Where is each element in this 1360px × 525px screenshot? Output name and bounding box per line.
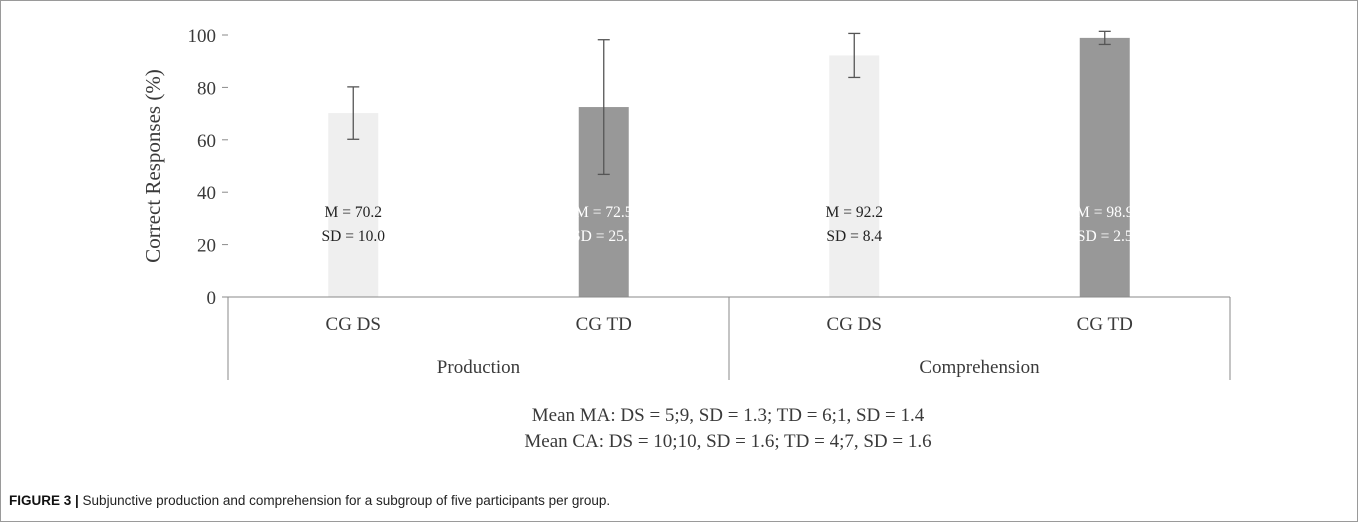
bar-data-label: SD = 10.0 (322, 228, 386, 245)
x-group-label: Comprehension (919, 357, 1040, 378)
chart-note: Mean CA: DS = 10;10, SD = 1.6; TD = 4;7,… (524, 431, 931, 452)
x-category-label: CG DS (326, 314, 381, 335)
chart-note: Mean MA: DS = 5;9, SD = 1.3; TD = 6;1, S… (532, 405, 925, 426)
caption-lead: FIGURE 3 | (9, 493, 79, 508)
bar-labels: M = 70.2 SD = 10.0 M = 72.5 SD = 25.7 M = 92… (322, 204, 1134, 245)
y-tick-label: 0 (207, 288, 217, 309)
bar-chart: Correct Responses (%) 0 20 40 60 80 100 M = 7… (141, 26, 1231, 452)
chart-notes: Mean MA: DS = 5;9, SD = 1.3; TD = 6;1, S… (524, 405, 931, 452)
bars (328, 37, 1130, 298)
bar-data-label: M = 92.2 (826, 204, 883, 221)
bar-data-label: M = 70.2 (325, 204, 382, 221)
caption-text: Subjunctive production and comprehension… (78, 493, 611, 508)
x-category-label: CG DS (827, 314, 882, 335)
y-axis-ticks: 0 20 40 60 80 100 (188, 26, 228, 309)
bar-data-label: SD = 8.4 (826, 228, 882, 245)
x-axis: CG DS CG TD Production CG DS CG TD Comprehens… (227, 296, 1231, 380)
x-group-label: Production (437, 357, 521, 378)
y-tick-label: 20 (197, 236, 216, 257)
y-axis-label: Correct Responses (%) (141, 69, 165, 263)
x-category-label: CG TD (1077, 314, 1133, 335)
bar (1079, 37, 1130, 298)
bar (829, 55, 880, 297)
figure-caption: FIGURE 3 | Subjunctive production and co… (9, 493, 610, 508)
bar-data-label: M = 72.5 (575, 204, 633, 221)
x-category-label: CG TD (576, 314, 632, 335)
bar (328, 113, 379, 298)
error-bars (347, 30, 1111, 176)
bar-data-label: SD = 25.7 (572, 228, 636, 245)
y-tick-label: 40 (197, 183, 216, 204)
bar-data-label: SD = 2.5 (1077, 228, 1133, 245)
y-tick-label: 100 (188, 26, 217, 47)
y-tick-label: 60 (197, 131, 216, 152)
y-tick-label: 80 (197, 78, 216, 99)
bar-data-label: M = 98.9 (1076, 204, 1134, 221)
